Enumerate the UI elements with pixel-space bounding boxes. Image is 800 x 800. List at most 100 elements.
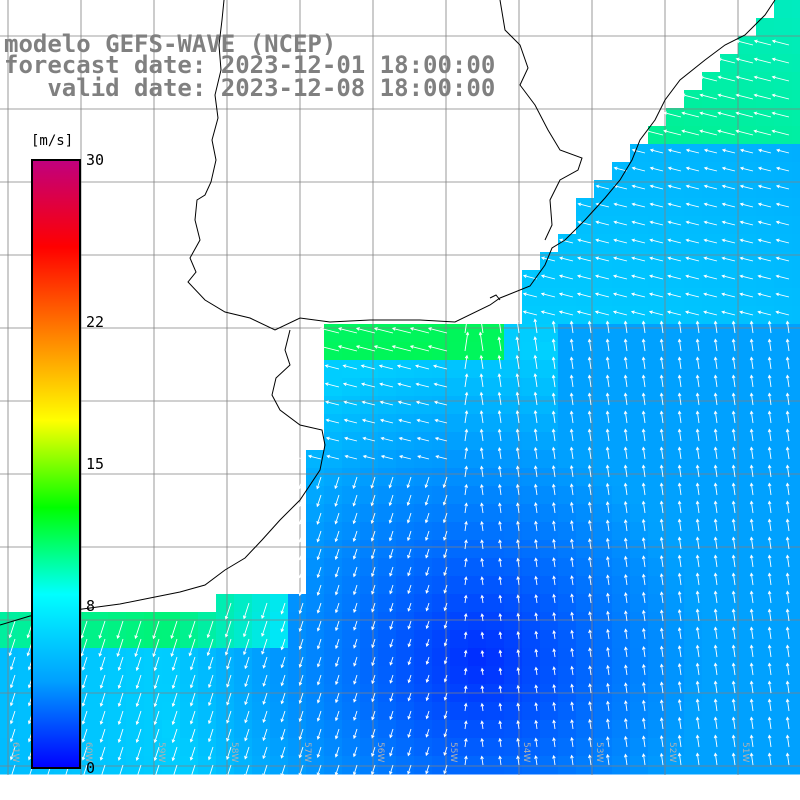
wind-arrow — [261, 620, 268, 637]
field-cell — [180, 702, 199, 721]
field-cell — [756, 126, 775, 145]
coastline-south — [0, 329, 326, 626]
wind-arrow — [749, 716, 754, 730]
field-cell — [774, 666, 793, 685]
wind-arrow — [771, 129, 790, 136]
wind-arrow — [624, 664, 628, 676]
wind-arrow — [409, 327, 430, 334]
field-cell — [378, 450, 397, 469]
wind-arrow — [605, 356, 610, 370]
field-cell — [702, 108, 721, 127]
wind-arrow — [749, 644, 754, 658]
field-cell — [576, 540, 595, 559]
field-cell — [468, 378, 487, 397]
wind-arrow — [659, 320, 664, 334]
wind-arrow — [731, 446, 736, 460]
field-cell — [756, 378, 775, 397]
wind-arrow — [9, 746, 16, 761]
field-cell — [522, 432, 541, 451]
field-cell — [684, 162, 703, 181]
field-cell — [360, 612, 379, 631]
wind-arrow — [262, 710, 268, 724]
field-cell — [432, 432, 451, 451]
wind-arrow — [353, 638, 358, 649]
wind-arrow — [703, 256, 718, 262]
wind-arrow — [516, 737, 520, 748]
wind-arrow — [188, 638, 196, 657]
field-cell — [198, 630, 217, 649]
field-cell — [666, 720, 685, 739]
field-cell — [648, 252, 667, 271]
wind-arrow — [569, 446, 574, 460]
field-cell — [774, 18, 793, 37]
wind-arrow — [99, 764, 106, 779]
field-cell — [324, 666, 343, 685]
wind-arrow — [416, 436, 430, 442]
field-cell — [468, 342, 487, 361]
field-cell — [576, 378, 595, 397]
field-cell — [504, 612, 523, 631]
wind-arrow — [775, 292, 790, 298]
wind-arrow — [117, 692, 124, 708]
longitude-label: 60W — [83, 742, 93, 763]
wind-arrow — [389, 728, 394, 739]
field-cell — [450, 486, 469, 505]
field-cell — [108, 630, 127, 649]
field-cell — [432, 360, 451, 379]
field-cell — [540, 576, 559, 595]
field-cell — [414, 738, 433, 757]
field-cell — [738, 414, 757, 433]
field-cell — [360, 594, 379, 613]
field-cell — [738, 702, 757, 721]
wind-arrow — [695, 518, 700, 532]
wind-arrow — [533, 428, 538, 442]
field-cell — [648, 270, 667, 289]
wind-arrow — [677, 554, 682, 568]
wind-arrow — [757, 238, 772, 244]
wind-arrow — [785, 536, 790, 550]
field-cell — [324, 450, 343, 469]
wind-arrow — [731, 320, 736, 334]
longitude-label: 55W — [448, 742, 458, 763]
wind-arrow — [685, 148, 700, 154]
field-cell — [306, 630, 325, 649]
field-cell — [630, 522, 649, 541]
field-cell — [738, 504, 757, 523]
valid-date: valid date: 2023-12-08 18:00:00 — [4, 74, 496, 102]
wind-arrow — [749, 698, 754, 712]
wind-arrow — [153, 728, 160, 744]
wind-arrow — [380, 436, 394, 442]
wind-arrow — [244, 710, 250, 724]
field-cell — [702, 162, 721, 181]
wind-arrow — [785, 410, 790, 424]
wind-arrow — [641, 392, 646, 406]
wind-arrow — [577, 202, 592, 208]
field-cell — [648, 144, 667, 163]
wind-arrow — [767, 320, 772, 334]
field-cell — [558, 720, 577, 739]
wind-arrow — [343, 400, 358, 406]
field-cell — [720, 648, 739, 667]
wind-arrow — [480, 737, 484, 748]
wind-arrow — [605, 446, 610, 460]
field-cell — [792, 486, 800, 505]
field-cell — [756, 90, 775, 109]
field-cell — [720, 342, 739, 361]
wind-arrow — [713, 410, 718, 424]
field-cell — [756, 324, 775, 343]
field-cell — [594, 630, 613, 649]
field-cell — [432, 630, 451, 649]
wind-arrow — [463, 702, 468, 712]
field-cell — [738, 450, 757, 469]
wind-arrow — [464, 755, 468, 766]
wind-arrow — [717, 129, 736, 136]
field-cell — [720, 522, 739, 541]
field-cell — [270, 702, 289, 721]
wind-arrow — [735, 39, 754, 46]
wind-arrow — [749, 536, 754, 550]
field-cell — [414, 504, 433, 523]
wind-arrow — [739, 310, 754, 316]
field-cell — [432, 558, 451, 577]
wind-arrow — [334, 476, 340, 490]
field-cell — [504, 486, 523, 505]
